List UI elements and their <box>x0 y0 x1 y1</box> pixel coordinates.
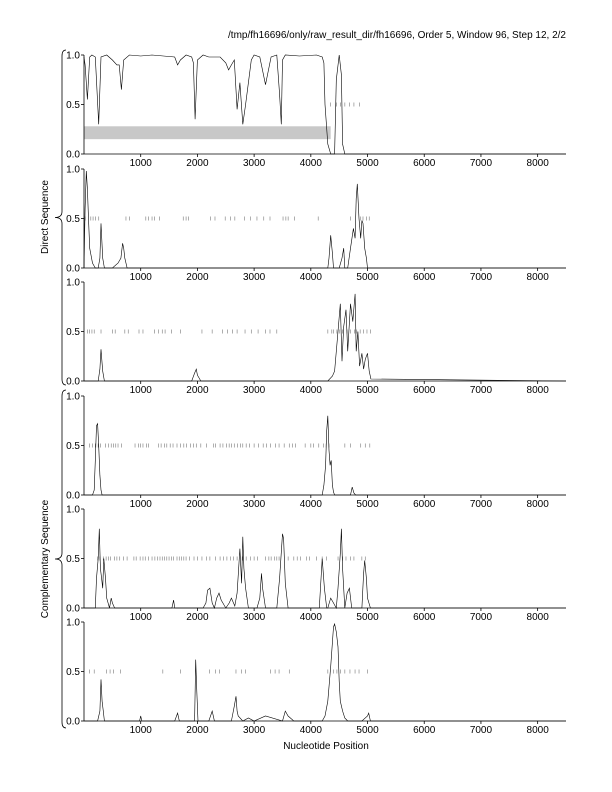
x-tick-label: 1000 <box>130 725 153 736</box>
x-tick-label: 1000 <box>130 158 153 169</box>
x-tick-label: 4000 <box>300 612 323 623</box>
signal-trace <box>84 622 566 722</box>
x-tick-label: 3000 <box>243 272 266 283</box>
x-tick-label: 3000 <box>243 499 266 510</box>
x-tick-label: 8000 <box>527 385 550 396</box>
panel-3: 0.0 0.5 1.0 1000 2000 3000 4000 5000 6000 7000 800… <box>66 278 567 396</box>
panel-1: 0.0 0.5 1.0 1000 2000 3000 4000 5000 6000 7000 800… <box>66 51 566 169</box>
x-tick-label: 5000 <box>356 158 379 169</box>
y-tick-label: 0.5 <box>66 327 80 338</box>
x-tick-label: 3000 <box>243 725 266 736</box>
y-tick-label: 0.5 <box>66 100 80 111</box>
y-tick-label: 0.5 <box>66 441 80 452</box>
x-tick-label: 5000 <box>356 612 379 623</box>
x-tick-label: 5000 <box>356 385 379 396</box>
x-tick-label: 7000 <box>470 158 493 169</box>
x-tick-label: 6000 <box>413 385 436 396</box>
x-tick-label: 4000 <box>300 385 323 396</box>
complementary-sequence-label: Complementary Sequence <box>40 499 51 618</box>
x-axis-label: Nucleotide Position <box>283 741 369 752</box>
x-tick-label: 8000 <box>527 725 550 736</box>
x-tick-label: 7000 <box>470 725 493 736</box>
x-tick-label: 2000 <box>186 499 209 510</box>
y-tick-label: 0.5 <box>66 554 80 565</box>
signal-trace <box>84 528 566 609</box>
signal-trace <box>84 293 567 382</box>
x-tick-label: 5000 <box>356 725 379 736</box>
y-tick-label: 0.0 <box>66 150 80 161</box>
y-tick-label: 0.0 <box>66 377 80 388</box>
x-tick-label: 2000 <box>186 158 209 169</box>
page-title: /tmp/fh16696/only/raw_result_dir/fh16696… <box>228 30 566 41</box>
x-tick-label: 2000 <box>186 272 209 283</box>
panel-4: 0.0 0.5 1.0 1000 2000 3000 4000 5000 6000 7000 800… <box>66 392 566 510</box>
group-braces <box>54 49 67 729</box>
x-tick-label: 8000 <box>527 158 550 169</box>
direct-sequence-brace <box>54 49 67 386</box>
y-tick-label: 1.0 <box>66 51 80 62</box>
x-tick-label: 6000 <box>413 499 436 510</box>
y-tick-label: 0.5 <box>66 214 80 225</box>
x-tick-label: 3000 <box>243 158 266 169</box>
x-tick-label: 7000 <box>470 272 493 283</box>
x-tick-label: 5000 <box>356 272 379 283</box>
panel-2: 0.0 0.5 1.0 1000 2000 3000 4000 5000 6000 7000 800… <box>66 165 566 283</box>
panels-group: 0.0 0.5 1.0 1000 2000 3000 4000 5000 6000 7000 800… <box>66 51 567 736</box>
x-tick-label: 2000 <box>186 725 209 736</box>
x-tick-label: 1000 <box>130 272 153 283</box>
y-tick-label: 0.0 <box>66 264 80 275</box>
panel-6: 0.0 0.5 1.0 1000 2000 3000 4000 5000 6000 7000 800… <box>66 618 566 736</box>
direct-sequence-label: Direct Sequence <box>40 180 51 254</box>
x-tick-label: 3000 <box>243 612 266 623</box>
signal-trace <box>83 170 566 269</box>
x-tick-label: 7000 <box>470 385 493 396</box>
x-tick-label: 6000 <box>413 612 436 623</box>
x-tick-label: 7000 <box>470 499 493 510</box>
signal-trace <box>84 415 566 496</box>
x-tick-label: 1000 <box>130 385 153 396</box>
x-tick-label: 6000 <box>413 272 436 283</box>
y-tick-label: 1.0 <box>66 505 80 516</box>
x-tick-label: 4000 <box>300 272 323 283</box>
x-tick-label: 8000 <box>527 499 550 510</box>
y-tick-label: 0.0 <box>66 717 80 728</box>
x-tick-label: 4000 <box>300 158 323 169</box>
y-tick-label: 1.0 <box>66 618 80 629</box>
x-tick-label: 1000 <box>130 612 153 623</box>
signal-trace <box>83 54 566 155</box>
y-tick-label: 1.0 <box>66 278 80 289</box>
x-tick-label: 3000 <box>243 385 266 396</box>
x-tick-label: 4000 <box>300 725 323 736</box>
x-tick-label: 6000 <box>413 158 436 169</box>
x-tick-label: 8000 <box>527 612 550 623</box>
x-tick-label: 1000 <box>130 499 153 510</box>
x-tick-label: 5000 <box>356 499 379 510</box>
complementary-sequence-brace <box>54 389 67 729</box>
x-tick-label: 2000 <box>186 385 209 396</box>
x-tick-label: 8000 <box>527 272 550 283</box>
y-tick-label: 0.5 <box>66 667 80 678</box>
highlight-band <box>84 126 331 140</box>
y-tick-label: 1.0 <box>66 165 80 176</box>
y-tick-label: 0.0 <box>66 604 80 615</box>
y-tick-label: 1.0 <box>66 392 80 403</box>
x-tick-label: 2000 <box>186 612 209 623</box>
x-tick-label: 6000 <box>413 725 436 736</box>
y-tick-label: 0.0 <box>66 491 80 502</box>
x-tick-label: 4000 <box>300 499 323 510</box>
panel-5: 0.0 0.5 1.0 1000 2000 3000 4000 5000 6000 7000 800… <box>66 505 566 623</box>
x-tick-label: 7000 <box>470 612 493 623</box>
